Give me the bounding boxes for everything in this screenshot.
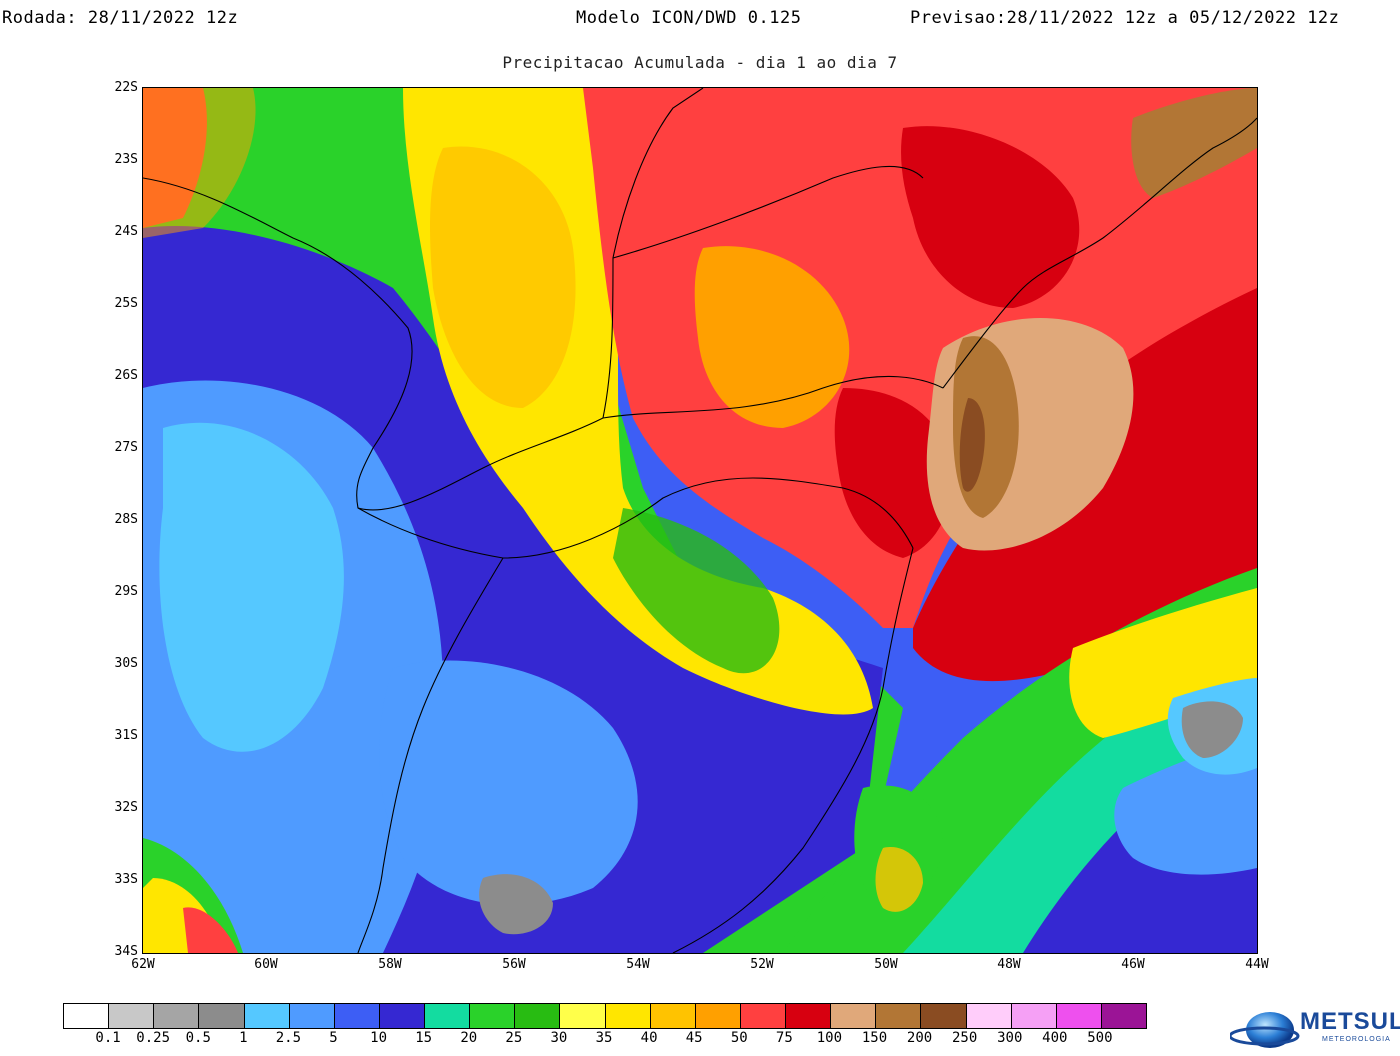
colorbar-swatch [605,1004,651,1028]
colorbar-label: 25 [505,1030,523,1046]
forecast-label: Previsao:28/11/2022 12z a 05/12/2022 12z [910,8,1339,28]
colorbar-label: 40 [640,1030,658,1046]
run-label-key: Rodada: [2,8,78,28]
lat-label: 33S [114,872,138,887]
model-label: Modelo ICON/DWD 0.125 [576,8,801,28]
colorbar-swatch [921,1004,967,1028]
colorbar-swatch [289,1004,335,1028]
colorbar-swatch [470,1004,516,1028]
run-label-value: 28/11/2022 12z [87,8,239,28]
lat-label: 32S [114,800,138,815]
metsul-logo: METSUL METEOROLOGIA [1228,1006,1400,1052]
colorbar-swatch [831,1004,877,1028]
globe-icon [1228,1012,1300,1048]
colorbar-label: 100 [816,1030,843,1046]
colorbar-label: 2.5 [275,1030,302,1046]
colorbar-swatch [109,1004,155,1028]
lon-label: 44W [1245,957,1269,972]
colorbar-label: 250 [952,1030,978,1046]
colorbar-swatch [695,1004,741,1028]
colorbar-label: 75 [775,1030,793,1046]
colorbar-label: 50 [730,1030,748,1046]
logo-subtitle: METEOROLOGIA [1322,1036,1391,1043]
colorbar-swatch [379,1004,425,1028]
colorbar-label: 45 [685,1030,703,1046]
colorbar-label: 150 [861,1030,888,1046]
precipitation-map [142,87,1258,954]
colorbar-swatch [334,1004,380,1028]
lat-label: 34S [114,944,138,959]
lon-label: 50W [874,957,898,972]
colorbar-label: 0.5 [185,1030,211,1046]
lon-label: 52W [750,957,774,972]
lon-label: 58W [378,957,402,972]
precipitation-field [143,88,1257,953]
lat-label: 22S [114,80,138,95]
lon-label: 48W [997,957,1021,972]
colorbar-swatch [64,1004,110,1028]
lon-label: 54W [626,957,650,972]
lon-label: 60W [254,957,278,972]
precipitation-colorbar [63,1003,1147,1029]
colorbar-label: 15 [415,1030,433,1046]
forecast-label-value: 28/11/2022 12z a 05/12/2022 12z [1006,8,1340,28]
colorbar-swatch [154,1004,200,1028]
lat-label: 23S [114,152,138,167]
colorbar-swatch [515,1004,561,1028]
colorbar-swatch [1011,1004,1057,1028]
forecast-label-key: Previsao: [910,8,1007,28]
colorbar-swatch [425,1004,471,1028]
colorbar-swatch [876,1004,922,1028]
lon-label: 56W [502,957,526,972]
lat-label: 24S [114,224,138,239]
lon-label: 62W [131,957,155,972]
colorbar-swatch [650,1004,696,1028]
colorbar-swatch [786,1004,832,1028]
colorbar-label: 30 [550,1030,568,1046]
colorbar-swatch [560,1004,606,1028]
model-label-text: Modelo ICON/DWD 0.125 [576,8,802,28]
lat-label: 31S [114,728,138,743]
colorbar-swatch [1056,1004,1102,1028]
colorbar-label: 1 [239,1030,248,1046]
run-label: Rodada: 28/11/2022 12z [2,8,238,28]
logo-name: METSUL [1300,1008,1400,1035]
colorbar-swatch [740,1004,786,1028]
lat-label: 30S [114,656,138,671]
colorbar-swatch [1101,1004,1146,1028]
lat-label: 25S [114,296,138,311]
lon-label: 46W [1121,957,1145,972]
colorbar-label: 400 [1042,1030,1068,1046]
colorbar-label: 0.1 [95,1030,121,1046]
colorbar-label: 5 [329,1030,338,1046]
colorbar-swatch [199,1004,245,1028]
lat-label: 27S [114,440,138,455]
colorbar-swatch [966,1004,1012,1028]
colorbar-label: 500 [1087,1030,1113,1046]
colorbar-label: 10 [370,1030,387,1046]
colorbar-label: 300 [997,1030,1023,1046]
lat-label: 29S [114,584,138,599]
lat-label: 26S [114,368,138,383]
colorbar-label: 35 [595,1030,613,1046]
colorbar-label: 20 [460,1030,478,1046]
map-subtitle: Precipitacao Acumulada - dia 1 ao dia 7 [502,53,898,72]
colorbar-label: 0.25 [136,1030,171,1046]
colorbar-label: 200 [906,1030,933,1046]
lat-label: 28S [114,512,138,527]
colorbar-swatch [244,1004,290,1028]
